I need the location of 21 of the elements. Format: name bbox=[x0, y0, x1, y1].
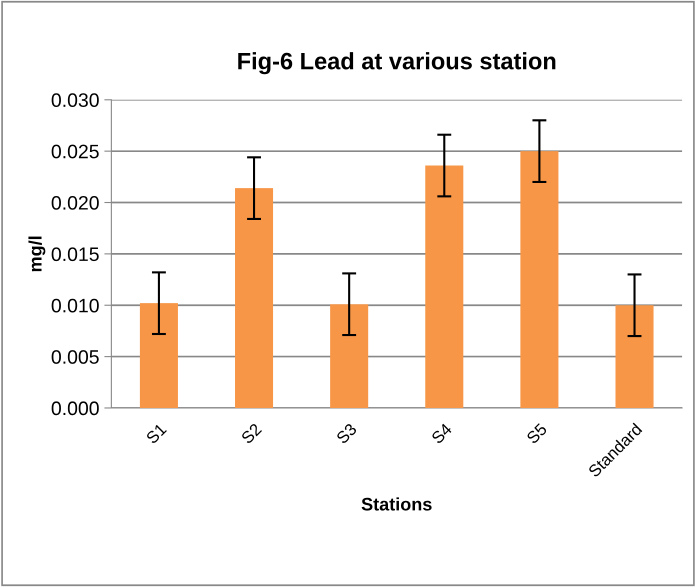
y-tick-label: 0.010 bbox=[52, 298, 99, 312]
y-tick-label: 0.005 bbox=[52, 350, 99, 364]
x-tick-label: S1 bbox=[145, 422, 167, 444]
y-tick-label: 0.030 bbox=[52, 93, 99, 108]
x-tick-label: S2 bbox=[240, 422, 262, 444]
bar bbox=[235, 188, 274, 408]
x-tick-label: S5 bbox=[526, 422, 548, 444]
bar bbox=[520, 151, 558, 408]
y-axis-title: mg/l bbox=[28, 236, 46, 272]
chart-title: Fig-6 Lead at various station bbox=[238, 52, 556, 74]
bar bbox=[330, 304, 368, 408]
x-axis-title: Stations bbox=[362, 497, 432, 511]
y-tick-label: 0.015 bbox=[52, 247, 99, 262]
y-tick-label: 0.000 bbox=[52, 401, 99, 416]
bar bbox=[425, 166, 464, 408]
y-tick-label: 0.025 bbox=[52, 144, 99, 158]
x-tick-label: S4 bbox=[430, 422, 453, 444]
bar bbox=[615, 305, 654, 408]
x-tick-label: S3 bbox=[336, 422, 358, 444]
y-tick-label: 0.020 bbox=[52, 196, 99, 210]
bar bbox=[140, 303, 178, 408]
